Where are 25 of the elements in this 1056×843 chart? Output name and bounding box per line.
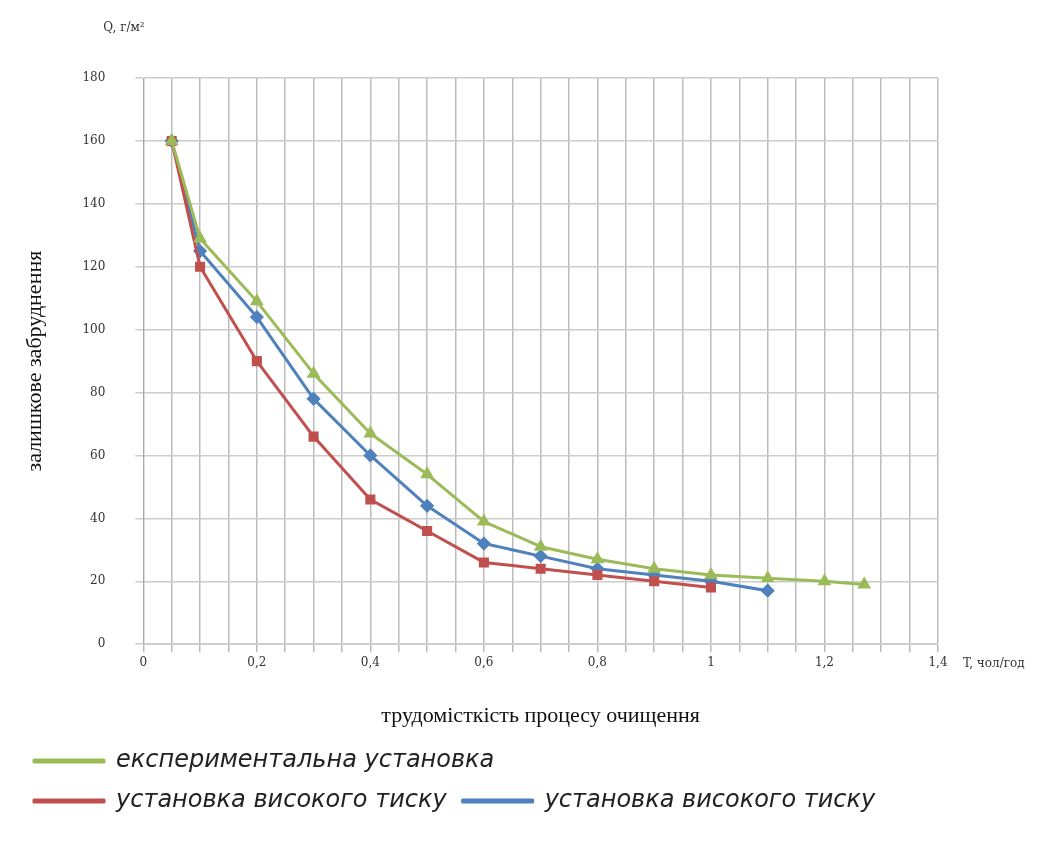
x-axis-title: трудомісткість процесу очищення	[381, 701, 700, 727]
text: Q, г/м²	[103, 20, 145, 35]
y-tick-label: 20	[90, 573, 106, 588]
legend-label: експериментальна установка	[116, 745, 495, 774]
y-tick-label: 40	[90, 510, 106, 525]
y-tick-label: 60	[90, 447, 106, 462]
x-tick-label: 0,2	[247, 654, 267, 669]
x-tick-label: 1,2	[814, 654, 835, 669]
x-tick-label: 0,4	[360, 654, 381, 669]
x-tick-label: 1,4	[928, 654, 948, 669]
legend-label: установка високого тиску	[543, 785, 877, 814]
y-tick-label: 160	[82, 133, 106, 148]
y-tick-label: 80	[90, 384, 106, 399]
y-tick-label: 120	[82, 258, 106, 273]
x-tick-label: 1	[707, 654, 715, 669]
y-tick-label: 0	[97, 636, 106, 651]
y-tick-label: 180	[82, 70, 106, 85]
x-tick-label: 0,6	[474, 654, 494, 669]
x-tick-label: 0	[139, 654, 148, 669]
text: T, чол/год	[963, 656, 1025, 671]
x-tick-label: 0,8	[587, 654, 607, 669]
y-axis-title: залишкове забруднення	[20, 250, 46, 472]
y-tick-label: 140	[82, 195, 106, 210]
legend-label: установка високого тиску	[115, 785, 448, 814]
y-tick-label: 100	[82, 321, 106, 336]
